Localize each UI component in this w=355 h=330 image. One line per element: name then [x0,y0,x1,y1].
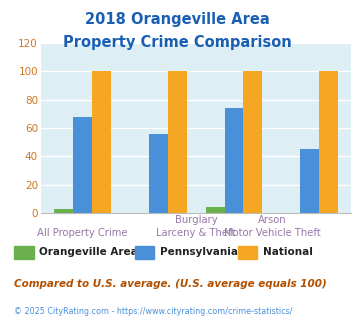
Bar [244,71,262,213]
Text: Pennsylvania: Pennsylvania [160,248,238,257]
Text: Orangeville Area: Orangeville Area [39,248,138,257]
Bar [319,71,338,213]
Bar [300,149,319,213]
Text: Larceny & Theft: Larceny & Theft [157,228,236,238]
Bar [168,71,187,213]
Bar [73,116,92,213]
Bar [149,134,168,213]
Text: Property Crime Comparison: Property Crime Comparison [63,35,292,50]
Text: 2018 Orangeville Area: 2018 Orangeville Area [85,12,270,26]
Text: Motor Vehicle Theft: Motor Vehicle Theft [224,228,320,238]
Bar [206,207,225,213]
Text: National: National [263,248,312,257]
Text: Arson: Arson [258,215,286,225]
Text: All Property Crime: All Property Crime [37,228,128,238]
Text: Compared to U.S. average. (U.S. average equals 100): Compared to U.S. average. (U.S. average … [14,279,327,289]
Bar [225,108,244,213]
Text: Burglary: Burglary [175,215,218,225]
Text: © 2025 CityRating.com - https://www.cityrating.com/crime-statistics/: © 2025 CityRating.com - https://www.city… [14,307,293,316]
Bar [92,71,111,213]
Bar [54,209,73,213]
